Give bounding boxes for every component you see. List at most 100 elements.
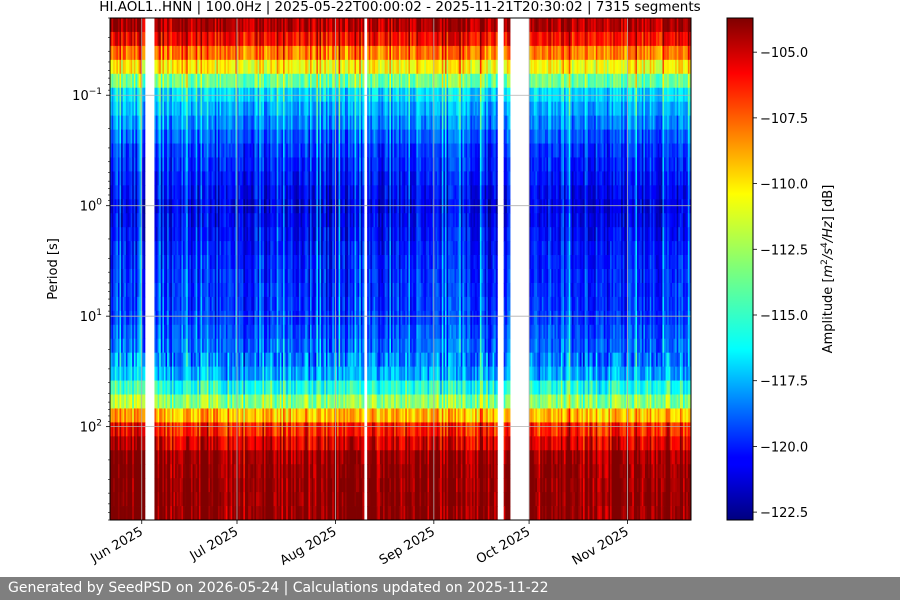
heatmap-cell (284, 115, 287, 130)
heatmap-cell (322, 380, 325, 395)
heatmap-cell (311, 366, 314, 381)
heatmap-cell (224, 338, 227, 354)
heatmap-cell (225, 282, 228, 298)
heatmap-cell (124, 59, 127, 75)
heatmap-cell (252, 394, 255, 409)
heatmap-cell (257, 296, 260, 312)
heatmap-cell (254, 45, 257, 61)
heatmap-cell (275, 31, 278, 47)
heatmap-cell (305, 185, 308, 200)
heatmap-cell (136, 213, 139, 228)
heatmap-cell (270, 45, 273, 61)
heatmap-cell (179, 227, 182, 242)
heatmap-cell (176, 366, 179, 381)
heatmap-cell (257, 310, 260, 326)
heatmap-cell (275, 269, 278, 284)
heatmap-cell (195, 324, 198, 340)
heatmap-cell (176, 59, 179, 75)
heatmap-cell (337, 408, 339, 423)
heatmap-cell (214, 492, 217, 507)
heatmap-cell (232, 408, 235, 423)
heatmap-cell (335, 115, 338, 130)
heatmap-cell (305, 227, 308, 242)
heatmap-cell (122, 115, 125, 130)
heatmap-cell (189, 282, 192, 298)
heatmap-cell (122, 282, 125, 298)
heatmap-cell (208, 506, 211, 520)
heatmap-cell (192, 450, 195, 465)
heatmap-cell (236, 478, 239, 493)
heatmap-cell (167, 380, 170, 395)
heatmap-cell (197, 45, 200, 61)
heatmap-cell (186, 255, 189, 270)
heatmap-cell (187, 171, 190, 186)
heatmap-cell (238, 59, 241, 75)
heatmap-cell (273, 394, 276, 409)
heatmap-cell (186, 115, 189, 130)
heatmap-cell (181, 296, 184, 312)
heatmap-cell (313, 352, 316, 368)
heatmap-cell (154, 380, 157, 395)
heatmap-cell (210, 157, 212, 172)
heatmap-cell (129, 31, 132, 47)
heatmap-cell (294, 185, 297, 200)
heatmap-cell (190, 59, 193, 75)
heatmap-cell (254, 31, 257, 47)
chart-title: HI.AOL1..HNN | 100.0Hz | 2025-05-22T00:0… (99, 0, 700, 15)
heatmap-cell (229, 282, 232, 298)
heatmap-cell (208, 338, 211, 354)
heatmap-cell (310, 422, 313, 437)
heatmap-cell (214, 45, 217, 61)
heatmap-cell (183, 213, 186, 228)
heatmap-cell (171, 492, 174, 507)
heatmap-cell (243, 241, 246, 256)
heatmap-cell (329, 101, 332, 117)
heatmap-cell (208, 366, 211, 381)
heatmap-cell (302, 422, 305, 437)
heatmap-cell (238, 366, 241, 381)
heatmap-cell (176, 324, 179, 340)
heatmap-cell (329, 506, 332, 520)
heatmap-cell (329, 171, 332, 186)
heatmap-cell (116, 506, 119, 520)
heatmap-cell (333, 227, 336, 242)
heatmap-cell (224, 310, 227, 326)
heatmap-cell (143, 492, 146, 507)
heatmap-cell (224, 213, 227, 228)
heatmap-cell (167, 478, 170, 493)
heatmap-cell (300, 450, 303, 465)
heatmap-cell (140, 394, 143, 409)
heatmap-cell (198, 227, 201, 242)
heatmap-cell (279, 213, 282, 228)
heatmap-cell (119, 255, 122, 270)
heatmap-cell (114, 18, 117, 33)
heatmap-cell (186, 380, 189, 395)
heatmap-cell (175, 171, 178, 186)
heatmap-cell (249, 282, 252, 298)
heatmap-cell (208, 143, 211, 158)
heatmap-cell (187, 422, 190, 437)
heatmap-cell (176, 157, 179, 172)
heatmap-cell (117, 394, 120, 409)
heatmap-cell (267, 129, 270, 144)
heatmap-cell (338, 241, 341, 256)
heatmap-cell (140, 157, 143, 172)
heatmap-cell (286, 478, 289, 493)
heatmap-cell (302, 394, 305, 409)
heatmap-cell (314, 73, 317, 89)
heatmap-cell (132, 157, 135, 172)
heatmap-cell (325, 143, 328, 158)
heatmap-cell (190, 213, 193, 228)
heatmap-cell (268, 436, 271, 451)
heatmap-cell (338, 129, 341, 144)
heatmap-cell (133, 227, 136, 242)
heatmap-cell (157, 59, 160, 75)
heatmap-cell (156, 185, 159, 200)
heatmap-cell (289, 45, 292, 61)
heatmap-cell (171, 380, 174, 395)
heatmap-cell (133, 213, 136, 228)
heatmap-cell (208, 171, 211, 186)
heatmap-cell (284, 366, 287, 381)
heatmap-cell (160, 199, 163, 214)
heatmap-cell (194, 227, 197, 242)
